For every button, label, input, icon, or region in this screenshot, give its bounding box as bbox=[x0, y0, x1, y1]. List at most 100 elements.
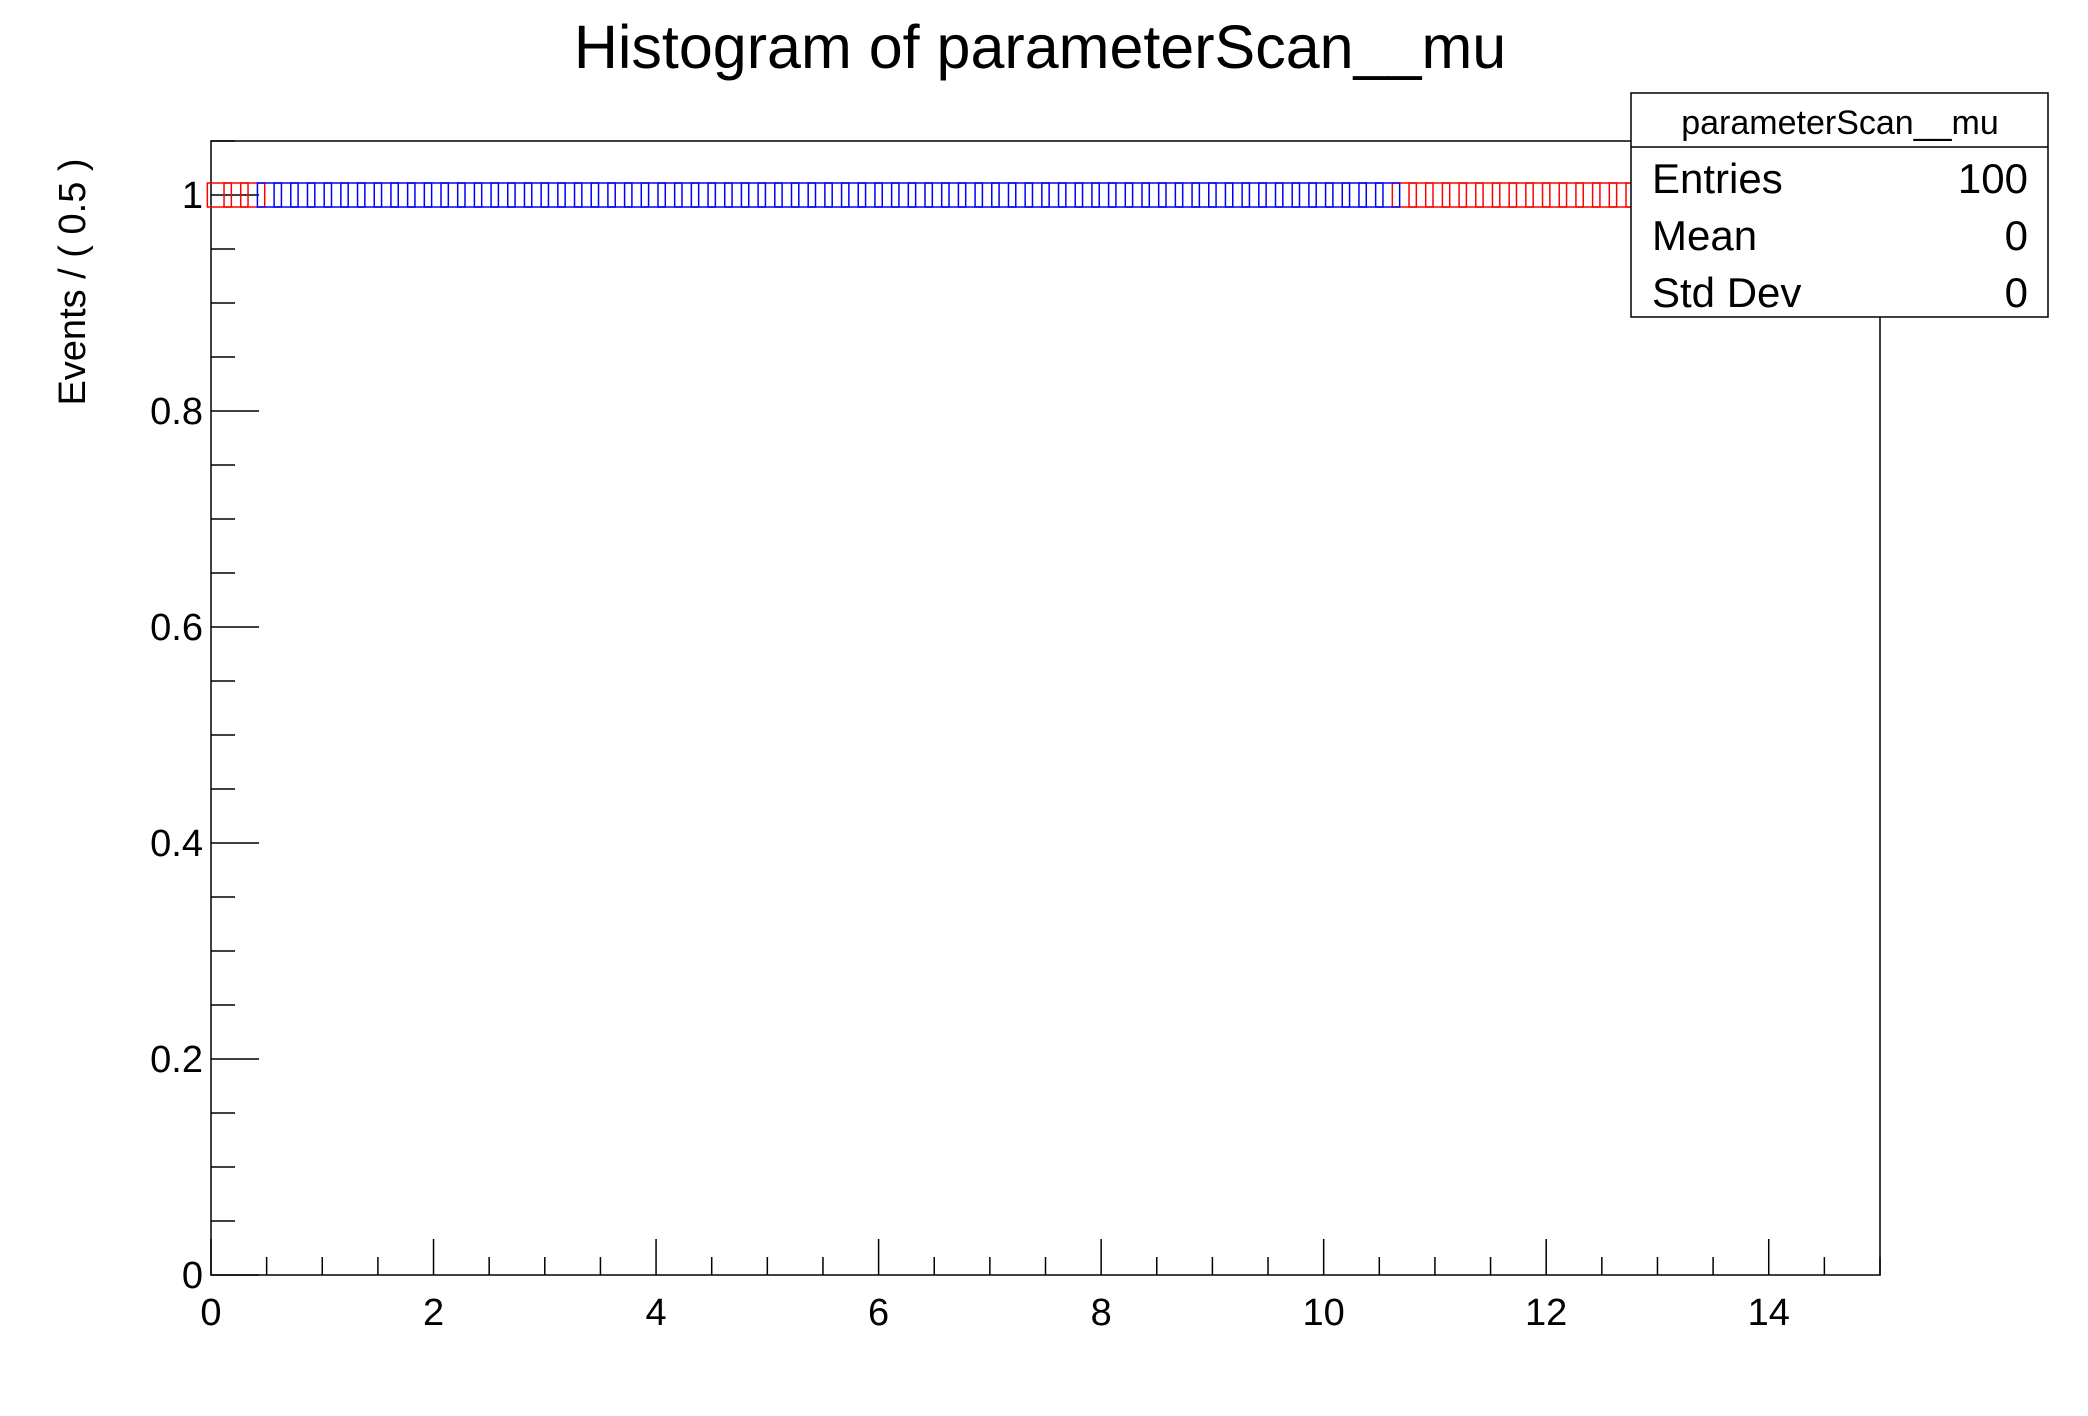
stats-entries-value: 100 bbox=[1958, 155, 2028, 202]
y-tick-label: 0.4 bbox=[150, 823, 203, 865]
data-point-marker bbox=[740, 182, 767, 208]
data-point-marker bbox=[540, 182, 566, 208]
data-point-marker bbox=[623, 182, 650, 208]
data-point-marker bbox=[590, 182, 616, 208]
data-point-marker bbox=[940, 182, 967, 208]
data-point-marker bbox=[974, 182, 1000, 208]
data-point-marker bbox=[356, 182, 383, 208]
data-point-marker bbox=[223, 182, 249, 208]
data-point-marker bbox=[1191, 182, 1217, 208]
data-point-marker bbox=[473, 182, 500, 208]
data-point-marker bbox=[1525, 182, 1551, 208]
data-point-marker bbox=[1107, 182, 1134, 208]
stats-entries-label: Entries bbox=[1652, 155, 1783, 202]
data-point-marker bbox=[673, 182, 700, 208]
data-point-marker bbox=[423, 182, 450, 208]
y-tick-label: 0 bbox=[182, 1255, 203, 1297]
data-point-marker bbox=[1408, 182, 1434, 208]
data-point-marker bbox=[1608, 182, 1635, 208]
data-point-marker bbox=[1041, 182, 1067, 208]
data-point-marker bbox=[774, 182, 800, 208]
data-point-marker bbox=[723, 182, 750, 208]
data-point-marker bbox=[440, 182, 466, 208]
data-point-marker bbox=[1057, 182, 1084, 208]
data-point-marker bbox=[573, 182, 600, 208]
x-tick-label: 6 bbox=[868, 1292, 889, 1334]
chart-title: Histogram of parameterScan__mu bbox=[574, 13, 1506, 81]
data-point-marker bbox=[1475, 182, 1501, 208]
data-point-marker bbox=[707, 182, 733, 208]
data-point-marker bbox=[507, 182, 533, 208]
y-tick-label: 0.2 bbox=[150, 1039, 203, 1081]
data-point-marker bbox=[1024, 182, 1050, 208]
data-point-marker bbox=[840, 182, 867, 208]
data-point-marker bbox=[1358, 182, 1384, 208]
data-point-marker bbox=[256, 182, 283, 208]
stats-title: parameterScan__mu bbox=[1681, 104, 1999, 142]
data-point-marker bbox=[1424, 182, 1451, 208]
data-point-marker bbox=[290, 182, 316, 208]
data-point-marker bbox=[523, 182, 550, 208]
plot-frame bbox=[210, 140, 1881, 1276]
data-point-marker bbox=[807, 182, 833, 208]
data-point-marker bbox=[1508, 182, 1534, 208]
data-point-marker bbox=[306, 182, 333, 208]
data-point-marker bbox=[456, 182, 483, 208]
data-point-marker bbox=[206, 182, 233, 208]
data-point-marker bbox=[1224, 182, 1251, 208]
x-tick-label: 12 bbox=[1525, 1292, 1567, 1334]
data-point-marker bbox=[757, 182, 783, 208]
data-point-marker bbox=[323, 182, 349, 208]
stats-mean-value: 0 bbox=[2005, 212, 2028, 259]
data-point-marker bbox=[557, 182, 583, 208]
data-point-marker bbox=[406, 182, 433, 208]
data-point-marker bbox=[390, 182, 416, 208]
data-point-marker bbox=[1207, 182, 1234, 208]
x-tick-label: 14 bbox=[1748, 1292, 1790, 1334]
x-tick-label: 10 bbox=[1303, 1292, 1345, 1334]
data-point-marker bbox=[1074, 182, 1100, 208]
data-point-marker bbox=[1141, 182, 1167, 208]
y-axis-label: Events / ( 0.5 ) bbox=[52, 158, 94, 405]
data-point-marker bbox=[1007, 182, 1034, 208]
data-point-marker bbox=[1575, 182, 1601, 208]
data-point-marker bbox=[1174, 182, 1201, 208]
data-point-marker bbox=[1458, 182, 1484, 208]
y-tick-label: 0.6 bbox=[150, 607, 203, 649]
data-point-marker bbox=[874, 182, 900, 208]
stats-mean-label: Mean bbox=[1652, 212, 1757, 259]
data-point-marker bbox=[1291, 182, 1317, 208]
stats-stddev-value: 0 bbox=[2005, 269, 2028, 316]
x-tick-label: 0 bbox=[200, 1292, 221, 1334]
data-point-marker bbox=[373, 182, 399, 208]
data-point-marker bbox=[1491, 182, 1518, 208]
data-point-marker bbox=[907, 182, 934, 208]
x-tick-label: 2 bbox=[423, 1292, 444, 1334]
data-point-marker bbox=[1374, 182, 1401, 208]
data-point-marker bbox=[857, 182, 884, 208]
data-point-marker bbox=[607, 182, 633, 208]
data-point-marker bbox=[690, 182, 717, 208]
data-point-marker bbox=[657, 182, 683, 208]
data-point-marker bbox=[957, 182, 984, 208]
data-point-marker bbox=[1558, 182, 1584, 208]
data-point-marker bbox=[790, 182, 817, 208]
data-point-marker bbox=[1274, 182, 1301, 208]
data-point-marker bbox=[1441, 182, 1468, 208]
y-tick-label: 0.8 bbox=[150, 391, 203, 433]
data-point-marker bbox=[1591, 182, 1618, 208]
stats-stddev-label: Std Dev bbox=[1652, 269, 1801, 316]
x-tick-label: 4 bbox=[645, 1292, 666, 1334]
data-point-marker bbox=[991, 182, 1017, 208]
data-point-marker bbox=[1124, 182, 1151, 208]
data-point-marker bbox=[824, 182, 850, 208]
data-point-marker bbox=[1241, 182, 1267, 208]
x-tick-label: 8 bbox=[1091, 1292, 1112, 1334]
data-point-marker bbox=[1258, 182, 1284, 208]
data-point-marker bbox=[1324, 182, 1351, 208]
data-point-marker bbox=[490, 182, 516, 208]
data-point-marker bbox=[924, 182, 950, 208]
data-point-marker bbox=[1157, 182, 1184, 208]
data-point-marker bbox=[273, 182, 299, 208]
